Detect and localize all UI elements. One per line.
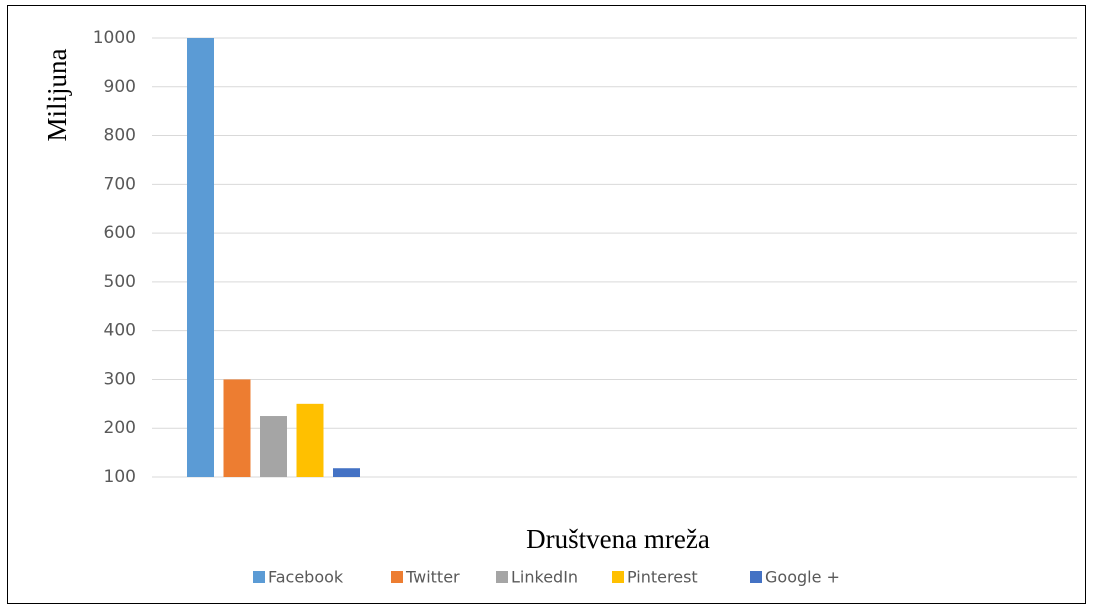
legend-label: Google + bbox=[765, 568, 840, 587]
legend-swatch bbox=[496, 571, 508, 583]
legend-swatch bbox=[750, 571, 762, 583]
bar bbox=[260, 416, 287, 477]
y-axis-label: Milijuna bbox=[42, 48, 72, 141]
legend-swatch bbox=[253, 571, 265, 583]
y-tick-label: 1000 bbox=[93, 28, 136, 48]
chart-frame bbox=[7, 5, 1086, 604]
legend-label: Pinterest bbox=[627, 568, 698, 587]
bar bbox=[187, 38, 214, 477]
bar bbox=[333, 468, 360, 477]
legend-swatch bbox=[391, 571, 403, 583]
y-tick-label: 700 bbox=[104, 174, 136, 194]
legend-label: LinkedIn bbox=[511, 568, 578, 587]
y-tick-label: 400 bbox=[104, 321, 136, 341]
y-tick-label: 800 bbox=[104, 126, 136, 146]
y-tick-label: 600 bbox=[104, 223, 136, 243]
y-tick-label: 200 bbox=[104, 418, 136, 438]
bar bbox=[296, 403, 324, 477]
x-axis-label: Društvena mreža bbox=[526, 524, 710, 554]
y-tick-label: 900 bbox=[104, 77, 136, 97]
y-tick-label: 500 bbox=[104, 272, 136, 292]
y-tick-label: 300 bbox=[104, 369, 136, 389]
legend-swatch bbox=[612, 571, 624, 583]
legend-label: Facebook bbox=[268, 568, 344, 587]
bar bbox=[223, 379, 251, 477]
y-tick-label: 100 bbox=[104, 467, 136, 487]
legend-label: Twitter bbox=[405, 568, 460, 587]
